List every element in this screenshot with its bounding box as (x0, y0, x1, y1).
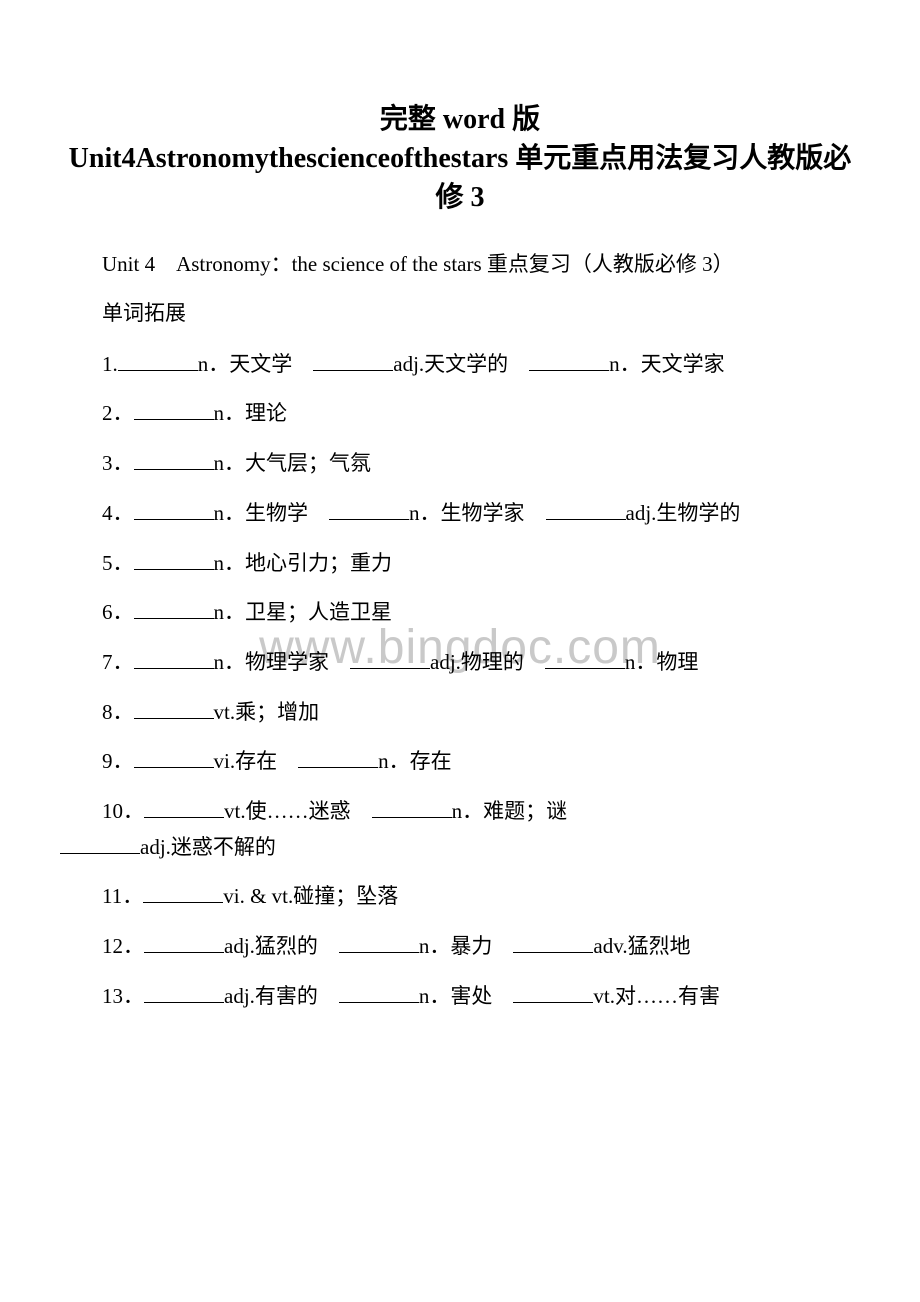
part-of-speech: adj.生物学的 (626, 501, 741, 525)
part-of-speech: n．天文学家 (609, 352, 725, 376)
fill-blank (529, 349, 609, 371)
item-number: 5． (102, 551, 134, 575)
part-of-speech: n．生物学家 (409, 501, 546, 525)
vocab-item-5: 5． n．地心引力；重力 (60, 546, 860, 582)
section-heading: 单词拓展 (60, 297, 860, 331)
part-of-speech: n．大气层；气氛 (214, 451, 372, 475)
vocab-item-3: 3． n．大气层；气氛 (60, 446, 860, 482)
part-of-speech: adj.迷惑不解的 (140, 835, 276, 859)
item-number: 8． (102, 700, 134, 724)
fill-blank (546, 498, 626, 520)
fill-blank (134, 597, 214, 619)
document-title: 完整 word 版 Unit4Astronomythescienceofthes… (60, 100, 860, 218)
part-of-speech: vt.对……有害 (593, 984, 720, 1008)
fill-blank (134, 398, 214, 420)
part-of-speech: n．天文学 (198, 352, 314, 376)
part-of-speech: vi.存在 (214, 749, 299, 773)
vocab-item-6: 6． n．卫星；人造卫星 (60, 595, 860, 631)
fill-blank (60, 832, 140, 854)
part-of-speech: adj.天文学的 (393, 352, 529, 376)
title-line-2: Unit4Astronomythescienceofthestars 单元重点用… (60, 139, 860, 217)
title-line-1: 完整 word 版 (60, 100, 860, 139)
vocab-item-9: 9． vi.存在 n．存在 (60, 744, 860, 780)
part-of-speech: n．物理 (625, 650, 699, 674)
fill-blank (134, 647, 214, 669)
item-number: 2． (102, 401, 134, 425)
fill-blank (144, 796, 224, 818)
fill-blank (144, 981, 224, 1003)
part-of-speech: adv.猛烈地 (593, 934, 690, 958)
item-number: 11． (102, 884, 143, 908)
vocab-item-8: 8． vt.乘；增加 (60, 695, 860, 731)
vocab-item-7: 7． n．物理学家 adj.物理的 n．物理 (60, 645, 860, 681)
item-number: 9． (102, 749, 134, 773)
fill-blank (134, 548, 214, 570)
vocab-item-4: 4． n．生物学 n．生物学家 adj.生物学的 (60, 496, 860, 532)
item-number: 12． (102, 934, 144, 958)
fill-blank (134, 448, 214, 470)
part-of-speech: adj.物理的 (430, 650, 545, 674)
fill-blank (298, 746, 378, 768)
vocab-item-2: 2． n．理论 (60, 396, 860, 432)
part-of-speech: n．生物学 (214, 501, 330, 525)
fill-blank (545, 647, 625, 669)
fill-blank (513, 931, 593, 953)
part-of-speech: adj.有害的 (224, 984, 339, 1008)
fill-blank (134, 746, 214, 768)
item-number: 6． (102, 600, 134, 624)
vocab-item-10: 10． vt.使……迷惑 n．难题；谜 adj.迷惑不解的 (60, 794, 860, 865)
part-of-speech: vt.使……迷惑 (224, 799, 372, 823)
fill-blank (513, 981, 593, 1003)
item-number: 13． (102, 984, 144, 1008)
fill-blank (118, 349, 198, 371)
fill-blank (339, 981, 419, 1003)
fill-blank (134, 697, 214, 719)
item-number: 1. (102, 352, 118, 376)
vocab-item-1: 1. n．天文学 adj.天文学的 n．天文学家 (60, 347, 860, 383)
fill-blank (339, 931, 419, 953)
part-of-speech: n．害处 (419, 984, 514, 1008)
fill-blank (372, 796, 452, 818)
fill-blank (143, 881, 223, 903)
part-of-speech: n．存在 (378, 749, 452, 773)
part-of-speech: vt.乘；增加 (214, 700, 320, 724)
item-number: 3． (102, 451, 134, 475)
vocab-item-13: 13． adj.有害的 n．害处 vt.对……有害 (60, 979, 860, 1015)
part-of-speech: n．暴力 (419, 934, 514, 958)
fill-blank (313, 349, 393, 371)
part-of-speech: n．难题；谜 (452, 799, 589, 823)
part-of-speech: n．地心引力；重力 (214, 551, 393, 575)
part-of-speech: n．理论 (214, 401, 288, 425)
fill-blank (329, 498, 409, 520)
fill-blank (144, 931, 224, 953)
vocab-item-11: 11． vi. & vt.碰撞；坠落 (60, 879, 860, 915)
vocab-item-12: 12． adj.猛烈的 n．暴力 adv.猛烈地 (60, 929, 860, 965)
part-of-speech: n．卫星；人造卫星 (214, 600, 393, 624)
part-of-speech: n．物理学家 (214, 650, 351, 674)
item-number: 4． (102, 501, 134, 525)
subtitle: Unit 4 Astronomy：the science of the star… (60, 248, 860, 282)
item-number: 7． (102, 650, 134, 674)
item-number: 10． (102, 799, 144, 823)
fill-blank (134, 498, 214, 520)
part-of-speech: vi. & vt.碰撞；坠落 (223, 884, 398, 908)
part-of-speech: adj.猛烈的 (224, 934, 339, 958)
fill-blank (350, 647, 430, 669)
